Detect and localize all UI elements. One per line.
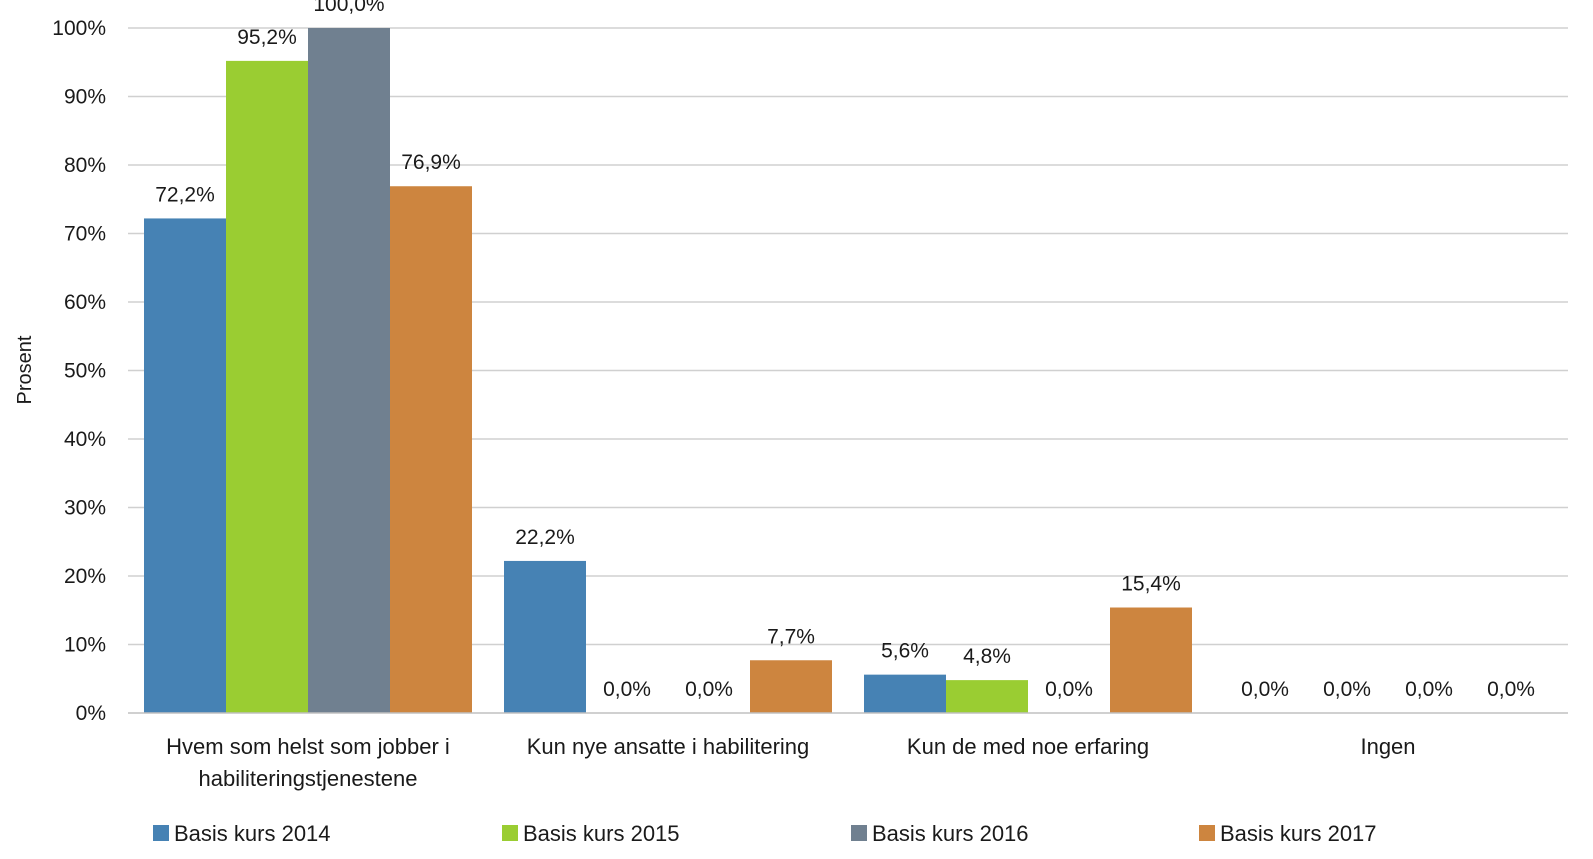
bar [226, 60, 308, 713]
y-axis-ticks: 0% 10% 20% 30% 40% 50% 60% 70% 80% 90% 100% [52, 17, 106, 725]
data-label: 72,2% [155, 183, 215, 206]
category-label: Ingen [1360, 734, 1415, 759]
data-label: 0,0% [685, 678, 733, 701]
y-tick-label: 0% [76, 702, 106, 725]
category-label: Kun nye ansatte i habilitering [527, 734, 810, 759]
bar [144, 218, 226, 713]
legend-swatch [1199, 825, 1215, 841]
y-tick-label: 60% [64, 291, 106, 314]
data-label: 5,6% [881, 640, 929, 663]
data-label: 100,0% [313, 0, 384, 16]
legend-label: Basis kurs 2014 [174, 821, 331, 846]
y-tick-label: 10% [64, 634, 106, 657]
y-tick-label: 30% [64, 497, 106, 520]
data-label: 0,0% [1487, 678, 1535, 701]
bar [750, 660, 832, 713]
legend-swatch [502, 825, 518, 841]
bar [504, 560, 586, 713]
data-labels: 72,2% 22,2% 5,6% 0,0% 95,2% 0,0% 4,8% 0,0% 100,0… [155, 0, 1535, 701]
category-label: habiliteringstjenestene [199, 766, 418, 791]
legend-swatch [851, 825, 867, 841]
data-label: 22,2% [515, 526, 575, 549]
y-tick-label: 100% [52, 17, 106, 40]
bar [864, 674, 946, 713]
data-label: 0,0% [1241, 678, 1289, 701]
data-label: 0,0% [603, 678, 651, 701]
y-tick-label: 40% [64, 428, 106, 451]
y-tick-label: 50% [64, 360, 106, 383]
data-label: 95,2% [237, 26, 297, 49]
data-label: 76,9% [401, 151, 461, 174]
data-label: 0,0% [1405, 678, 1453, 701]
y-tick-label: 80% [64, 154, 106, 177]
bar [1110, 607, 1192, 713]
y-tick-label: 20% [64, 565, 106, 588]
bar [946, 680, 1028, 713]
category-label: Hvem som helst som jobber i [166, 734, 450, 759]
bar [308, 28, 390, 713]
data-label: 7,7% [767, 625, 815, 648]
data-label: 4,8% [963, 645, 1011, 668]
legend-label: Basis kurs 2016 [872, 821, 1029, 846]
legend-swatch [153, 825, 169, 841]
y-tick-label: 90% [64, 86, 106, 109]
data-label: 0,0% [1045, 678, 1093, 701]
y-tick-label: 70% [64, 223, 106, 246]
legend-label: Basis kurs 2015 [523, 821, 680, 846]
x-axis-categories: Hvem som helst som jobber i habiliterings… [166, 734, 1415, 791]
legend-label: Basis kurs 2017 [1220, 821, 1377, 846]
data-label: 15,4% [1121, 573, 1181, 596]
category-label: Kun de med noe erfaring [907, 734, 1149, 759]
bars [144, 28, 1192, 714]
bar [390, 186, 472, 714]
data-label: 0,0% [1323, 678, 1371, 701]
y-axis-label: Prosent [14, 335, 36, 404]
legend: Basis kurs 2014 Basis kurs 2015 Basis kurs… [153, 821, 1377, 846]
